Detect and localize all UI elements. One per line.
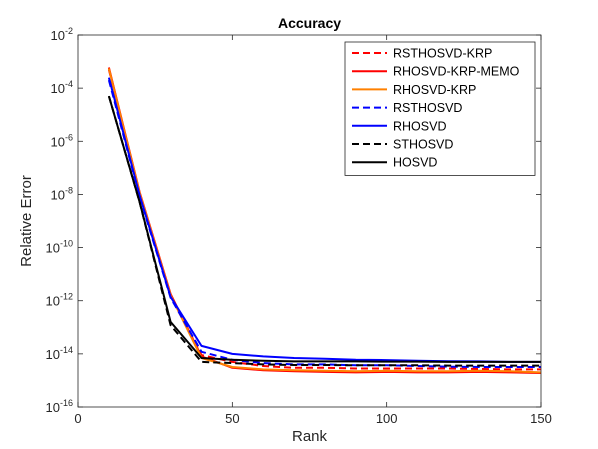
y-tick-label: 10-6	[51, 132, 73, 149]
legend-entries: RSTHOSVD-KRP RHOSVD-KRP-MEMO RHOSVD-KRP RST…	[352, 47, 520, 170]
axes-frame	[77, 34, 542, 408]
y-axis-label: Relative Error	[18, 175, 35, 267]
legend-label: RHOSVD-KRP-MEMO	[393, 65, 520, 79]
legend-label: STHOSVD	[393, 138, 453, 152]
chart-title: Accuracy	[278, 15, 341, 31]
y-tick-label: 10-4	[51, 79, 73, 96]
y-tick-label: 10-12	[46, 292, 73, 309]
legend-label: RSTHOSVD-KRP	[393, 47, 492, 61]
x-tick-label: 50	[225, 411, 239, 426]
y-tick-label: 10-10	[46, 239, 73, 256]
axes: 0 50 100 150 10-16 10-14 10-12 10-10 10-8 10-6 10-…	[46, 26, 552, 426]
y-tick-label: 10-8	[51, 185, 73, 202]
y-tick-label: 10-14	[46, 345, 73, 362]
x-axis-label: Rank	[292, 428, 328, 445]
x-tick-label: 100	[376, 411, 398, 426]
legend-label: RSTHOSVD	[393, 101, 462, 115]
legend: RSTHOSVD-KRP RHOSVD-KRP-MEMO RHOSVD-KRP RST…	[344, 41, 536, 176]
x-tick-label: 0	[74, 411, 81, 426]
y-tick-label: 10-2	[51, 26, 73, 43]
legend-label: RHOSVD-KRP	[393, 83, 476, 97]
series-line-sthosvd	[107, 95, 541, 367]
legend-box	[344, 41, 536, 176]
x-tick-label: 150	[530, 411, 552, 426]
series-line-hosvd	[107, 95, 541, 363]
series-layer	[107, 67, 542, 374]
y-tick-label: 10-16	[46, 398, 73, 415]
legend-label: HOSVD	[393, 156, 437, 170]
legend-label: RHOSVD	[393, 119, 446, 133]
